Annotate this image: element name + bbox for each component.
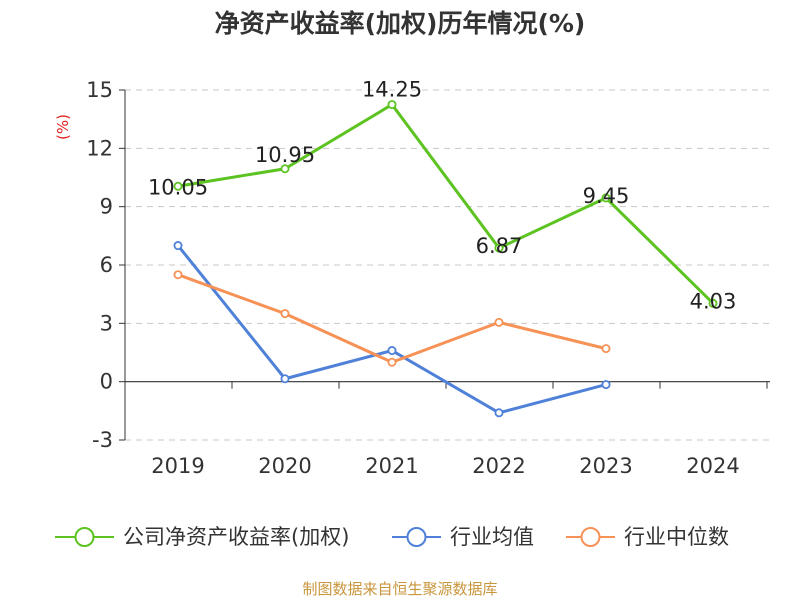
data-label: 14.25 xyxy=(362,78,422,102)
data-label: 10.05 xyxy=(148,175,208,199)
series-line xyxy=(177,103,715,305)
data-point xyxy=(280,164,290,174)
data-point xyxy=(601,380,611,390)
legend-swatch-marker xyxy=(74,527,95,547)
legend-swatch-marker xyxy=(580,527,601,547)
legend-item: 行业均值 xyxy=(392,525,534,549)
data-point xyxy=(173,181,183,191)
y-tick-label: 12 xyxy=(86,136,113,160)
gridlines xyxy=(125,89,770,441)
data-point xyxy=(494,408,504,418)
legend-label: 行业均值 xyxy=(450,525,534,549)
source-note: 制图数据来自恒生聚源数据库 xyxy=(302,580,497,598)
y-tick-label: 9 xyxy=(100,195,113,219)
data-point xyxy=(601,193,611,203)
data-labels: 10.05 10.95 14.25 6.87 9.45 4.03 xyxy=(148,78,736,314)
legend: 公司净资产收益率(加权) 行业均值 行业中位数 xyxy=(55,525,729,549)
y-tick-label: 3 xyxy=(100,311,113,335)
y-tick-label: 15 xyxy=(86,78,113,102)
legend-swatch-marker xyxy=(406,527,427,547)
x-tick-label: 2020 xyxy=(258,454,311,478)
data-point xyxy=(708,298,718,308)
data-point xyxy=(280,309,290,319)
data-point xyxy=(494,317,504,327)
y-tick-label: 0 xyxy=(100,370,113,394)
y-axis-unit: (%) xyxy=(54,114,72,140)
series-line xyxy=(176,244,607,415)
data-point xyxy=(387,346,397,356)
data-point xyxy=(387,357,397,367)
data-label: 10.95 xyxy=(255,143,315,167)
y-tick-label: 6 xyxy=(100,253,113,277)
legend-item: 公司净资产收益率(加权) xyxy=(55,525,349,549)
data-point xyxy=(387,100,397,110)
x-tick-label: 2023 xyxy=(579,454,632,478)
data-label: 6.87 xyxy=(476,234,523,258)
chart-title: 净资产收益率(加权)历年情况(%) xyxy=(215,9,586,38)
axes: -3 0 3 6 9 12 15 2019 2020 2021 2022 2023 2024 xyxy=(86,78,770,478)
x-tick-label: 2024 xyxy=(686,454,739,478)
x-tick-label: 2022 xyxy=(472,454,525,478)
data-label: 4.03 xyxy=(690,289,737,313)
y-tick-label: -3 xyxy=(92,428,113,452)
legend-label: 公司净资产收益率(加权) xyxy=(123,525,349,549)
data-point xyxy=(494,243,504,253)
data-point xyxy=(601,344,611,354)
x-tick-label: 2021 xyxy=(365,454,418,478)
x-tick-label: 2019 xyxy=(151,454,204,478)
data-point xyxy=(173,270,183,280)
data-point xyxy=(173,241,183,251)
data-point xyxy=(280,374,290,384)
data-label: 9.45 xyxy=(583,184,630,208)
legend-item: 行业中位数 xyxy=(566,525,729,549)
series-lines xyxy=(173,100,718,418)
legend-label: 行业中位数 xyxy=(624,525,729,549)
